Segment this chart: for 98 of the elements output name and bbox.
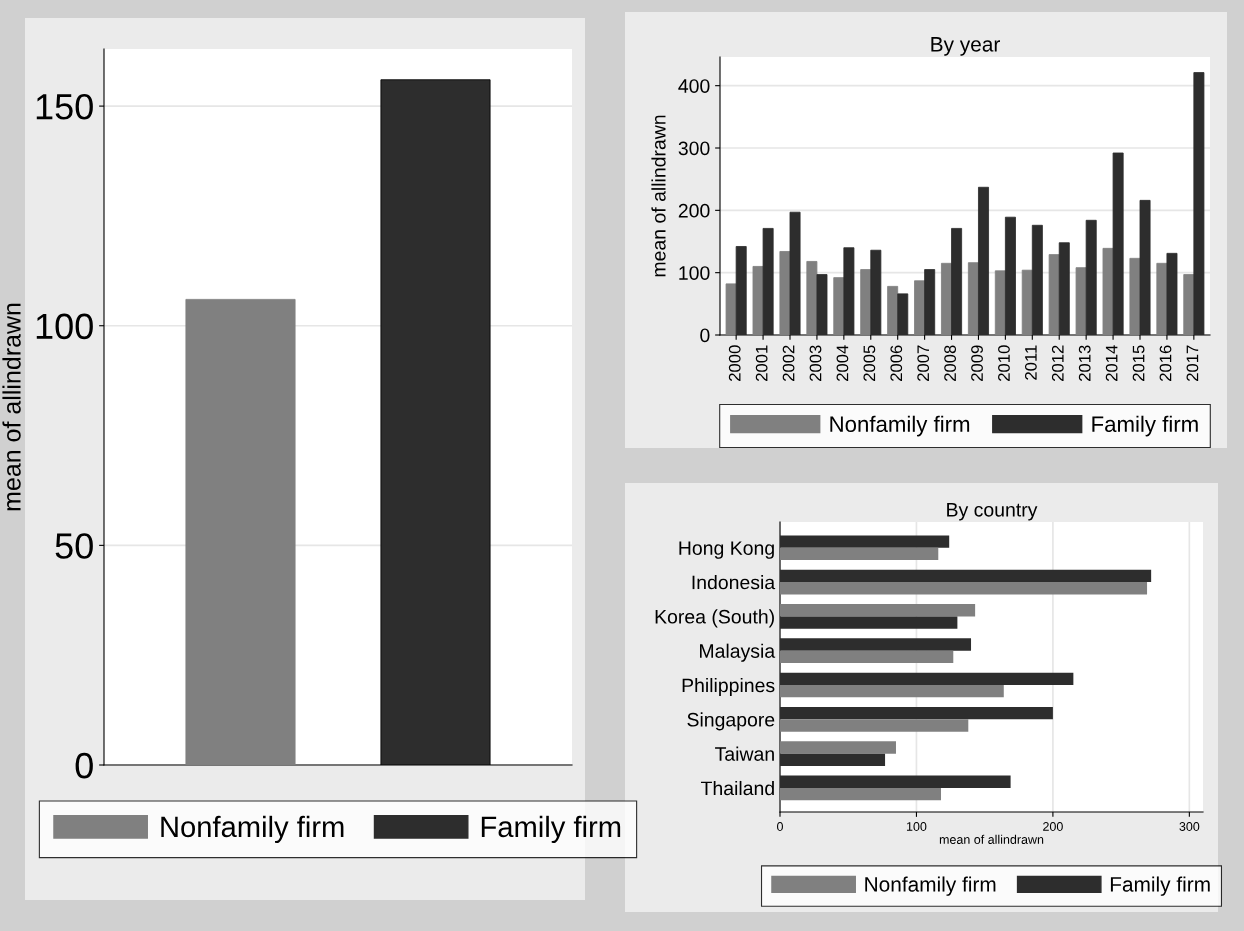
bar xyxy=(780,706,1053,720)
bar xyxy=(806,261,818,335)
bar xyxy=(789,211,801,335)
x-tick-label: 2016 xyxy=(1159,345,1172,381)
bar xyxy=(752,266,764,335)
bar xyxy=(1193,72,1205,335)
x-tick-label: 2017 xyxy=(1186,345,1199,381)
bar xyxy=(897,293,909,335)
bar xyxy=(1102,247,1114,335)
bar xyxy=(780,547,939,561)
x-tick-label: 2005 xyxy=(863,345,876,381)
bar xyxy=(780,569,1152,583)
x-tick-label: 2003 xyxy=(809,345,822,381)
y-tick-label: 100 xyxy=(679,266,710,280)
y-tick-label: Korea (South) xyxy=(655,609,774,628)
bar xyxy=(833,277,845,335)
x-tick-label: 2000 xyxy=(728,345,741,381)
bar xyxy=(1139,199,1151,335)
bar xyxy=(780,582,1148,595)
y-axis-title: mean of allindrawn xyxy=(651,115,666,277)
legend-label: Family firm xyxy=(1092,415,1198,437)
bar xyxy=(924,269,936,335)
bar xyxy=(780,775,1011,788)
bar xyxy=(780,719,969,732)
bar xyxy=(1031,224,1043,335)
bar xyxy=(725,283,737,335)
y-tick-label: 50 xyxy=(55,533,93,559)
x-tick-label: 2001 xyxy=(755,345,768,381)
bar xyxy=(780,787,942,801)
bar xyxy=(870,249,882,335)
bar xyxy=(1156,262,1168,335)
legend-label: Nonfamily firm xyxy=(865,876,996,896)
bar xyxy=(780,672,1074,686)
bar xyxy=(1085,219,1097,335)
x-tick-label: 0 xyxy=(777,822,783,831)
x-tick-label: 2015 xyxy=(1132,345,1145,381)
bar xyxy=(967,262,979,335)
bar xyxy=(1075,267,1087,335)
bar xyxy=(780,638,972,651)
x-tick-label: 300 xyxy=(1179,822,1200,831)
x-tick-label: 100 xyxy=(906,822,927,831)
bar xyxy=(860,269,872,335)
x-tick-label: 2008 xyxy=(944,345,957,381)
bar xyxy=(780,650,954,664)
y-tick-label: 150 xyxy=(36,93,93,120)
y-axis-title: mean of allindrawn xyxy=(2,303,21,511)
bar xyxy=(780,535,950,548)
y-tick-label: 400 xyxy=(678,79,710,93)
x-tick-label: 2013 xyxy=(1078,345,1091,381)
bar xyxy=(941,262,952,335)
y-tick-label: Hong Kong xyxy=(679,541,774,559)
y-tick-label: 300 xyxy=(678,141,710,156)
legend-label: Nonfamily firm xyxy=(830,415,970,437)
y-tick-label: 0 xyxy=(75,752,93,779)
bar xyxy=(887,285,899,335)
bar xyxy=(978,186,989,335)
bar xyxy=(951,227,963,335)
x-tick-label: 2011 xyxy=(1024,345,1037,380)
bar xyxy=(762,227,774,335)
bar xyxy=(1058,242,1070,335)
legend-label: Family firm xyxy=(481,815,621,843)
bar xyxy=(1112,152,1124,335)
y-tick-label: Indonesia xyxy=(692,575,776,590)
bar xyxy=(780,685,1004,698)
y-tick-label: Malaysia xyxy=(700,643,776,662)
bar xyxy=(779,251,791,335)
x-tick-label: 2007 xyxy=(917,345,930,381)
legend-label: Family firm xyxy=(1110,876,1210,896)
x-tick-label: 2014 xyxy=(1105,345,1118,381)
y-tick-label: 200 xyxy=(678,203,710,218)
y-tick-label: Singapore xyxy=(687,712,775,731)
bar xyxy=(1048,254,1060,335)
bar xyxy=(994,270,1006,335)
y-tick-label: Taiwan xyxy=(715,746,774,761)
y-tick-label: 0 xyxy=(700,328,710,343)
y-tick-label: Thailand xyxy=(700,780,774,796)
x-tick-label: 2012 xyxy=(1051,345,1064,381)
x-tick-label: 200 xyxy=(1043,822,1063,831)
bar xyxy=(914,280,926,335)
y-tick-label: Philippines xyxy=(682,677,775,697)
x-tick-label: 2002 xyxy=(782,345,795,381)
bar xyxy=(1129,257,1141,335)
y-tick-label: 100 xyxy=(36,313,93,340)
bar xyxy=(843,247,855,335)
bar xyxy=(1004,216,1016,335)
bar xyxy=(735,246,747,335)
x-tick-label: 2010 xyxy=(998,345,1010,381)
x-tick-label: 2009 xyxy=(971,345,983,381)
x-tick-label: 2006 xyxy=(890,345,903,381)
bar xyxy=(1183,274,1195,335)
bar xyxy=(816,274,828,335)
bar xyxy=(1021,269,1033,335)
chart-title: By year xyxy=(931,37,1000,56)
x-axis-title: mean of allindrawn xyxy=(939,834,1044,844)
chart-title: By country xyxy=(947,503,1038,521)
bar xyxy=(1166,252,1178,335)
x-tick-label: 2004 xyxy=(836,345,849,381)
legend-label: Nonfamily firm xyxy=(161,815,344,843)
